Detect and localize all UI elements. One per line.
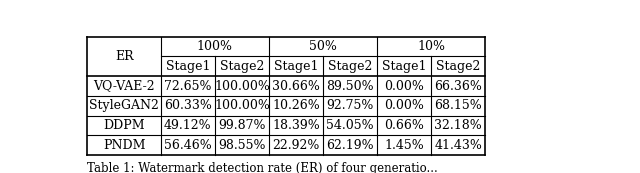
Text: 68.15%: 68.15% bbox=[435, 99, 482, 112]
Text: 1.45%: 1.45% bbox=[384, 139, 424, 152]
Text: DDPM: DDPM bbox=[103, 119, 145, 132]
Text: 32.18%: 32.18% bbox=[435, 119, 482, 132]
Text: 10.26%: 10.26% bbox=[272, 99, 320, 112]
Text: 50%: 50% bbox=[309, 40, 337, 53]
Text: 100%: 100% bbox=[197, 40, 233, 53]
Text: 66.36%: 66.36% bbox=[435, 80, 482, 93]
Text: 89.50%: 89.50% bbox=[326, 80, 374, 93]
Text: 62.19%: 62.19% bbox=[326, 139, 374, 152]
Text: ER: ER bbox=[115, 50, 134, 63]
Text: 0.00%: 0.00% bbox=[384, 99, 424, 112]
Text: 92.75%: 92.75% bbox=[326, 99, 374, 112]
Text: 72.65%: 72.65% bbox=[164, 80, 212, 93]
Text: Stage2: Stage2 bbox=[328, 60, 372, 73]
Text: 41.43%: 41.43% bbox=[435, 139, 482, 152]
Text: Stage1: Stage1 bbox=[274, 60, 318, 73]
Text: 100.00%: 100.00% bbox=[214, 99, 270, 112]
Text: 10%: 10% bbox=[417, 40, 445, 53]
Text: PNDM: PNDM bbox=[103, 139, 145, 152]
Text: StyleGAN2: StyleGAN2 bbox=[89, 99, 159, 112]
Text: 0.66%: 0.66% bbox=[384, 119, 424, 132]
Text: 60.33%: 60.33% bbox=[164, 99, 212, 112]
Text: VQ-VAE-2: VQ-VAE-2 bbox=[93, 80, 155, 93]
Text: 30.66%: 30.66% bbox=[272, 80, 320, 93]
Text: 22.92%: 22.92% bbox=[273, 139, 320, 152]
Text: 99.87%: 99.87% bbox=[218, 119, 266, 132]
Text: Table 1: Watermark detection rate (ER) of four generatio...: Table 1: Watermark detection rate (ER) o… bbox=[88, 162, 438, 173]
Text: Stage1: Stage1 bbox=[382, 60, 426, 73]
Text: 0.00%: 0.00% bbox=[384, 80, 424, 93]
Text: Stage1: Stage1 bbox=[166, 60, 210, 73]
Text: 56.46%: 56.46% bbox=[164, 139, 212, 152]
Text: Stage2: Stage2 bbox=[436, 60, 481, 73]
Text: Stage2: Stage2 bbox=[220, 60, 264, 73]
Text: 98.55%: 98.55% bbox=[218, 139, 266, 152]
Text: 54.05%: 54.05% bbox=[326, 119, 374, 132]
Text: 49.12%: 49.12% bbox=[164, 119, 212, 132]
Text: 18.39%: 18.39% bbox=[272, 119, 320, 132]
Text: 100.00%: 100.00% bbox=[214, 80, 270, 93]
